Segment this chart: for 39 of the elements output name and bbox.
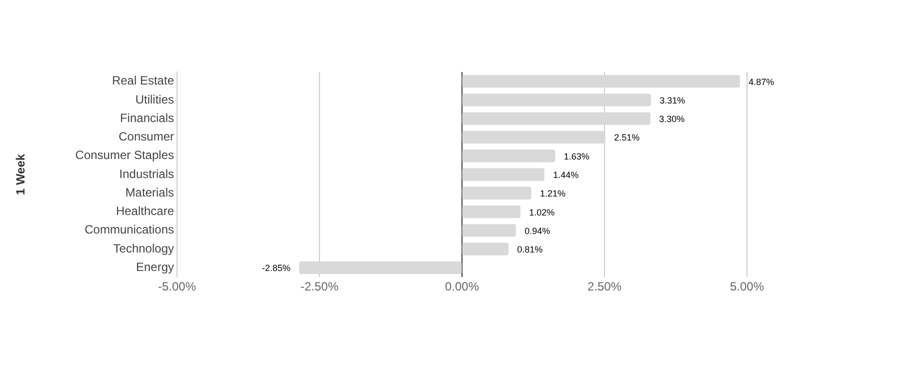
data-label: 2.51% — [614, 132, 640, 143]
data-label: 1.02% — [529, 207, 555, 218]
data-label: 0.94% — [524, 226, 550, 236]
y-tick-label: Industrials — [119, 166, 174, 181]
x-tick-label: 5.00% — [730, 280, 764, 294]
y-tick-label: Energy — [136, 260, 174, 274]
data-label: 1.44% — [553, 170, 579, 180]
bar — [462, 205, 520, 218]
data-label: 3.31% — [660, 95, 686, 106]
y-tick-label: Consumer — [118, 130, 174, 144]
y-axis-title: 1 Week — [14, 154, 28, 196]
bar — [462, 130, 606, 144]
data-label: 4.87% — [748, 76, 774, 87]
data-label: 1.63% — [564, 151, 590, 162]
x-tick-label: -5.00% — [158, 280, 196, 294]
bar — [462, 224, 516, 237]
y-tick-label: Materials — [125, 185, 174, 200]
y-tick-label: Real Estate — [112, 74, 174, 88]
x-tick-label: -2.50% — [300, 280, 339, 294]
y-tick-label: Communications — [84, 222, 174, 237]
data-label: 3.30% — [659, 114, 685, 124]
y-tick-label: Healthcare — [116, 204, 174, 218]
data-label: 1.21% — [540, 188, 566, 199]
y-tick-label: Utilities — [135, 92, 174, 106]
bar — [462, 150, 556, 162]
y-tick-label: Financials — [120, 110, 174, 125]
y-tick-label: Technology — [113, 241, 174, 256]
bar — [462, 94, 651, 106]
x-tick-label: 2.50% — [587, 280, 622, 294]
bar — [462, 168, 544, 181]
x-tick-label: 0.00% — [444, 280, 480, 294]
bar — [462, 242, 508, 256]
bar — [462, 74, 740, 88]
bar — [299, 261, 462, 274]
y-tick-label: Consumer Staples — [75, 148, 174, 162]
bar — [462, 186, 532, 200]
data-label: 0.81% — [517, 244, 543, 255]
bar — [462, 112, 650, 125]
data-label: -2.85% — [262, 263, 291, 274]
